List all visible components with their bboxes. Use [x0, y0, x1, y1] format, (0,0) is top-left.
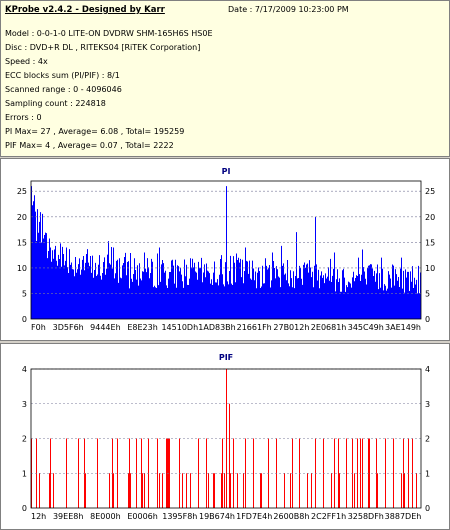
range-line: Scanned range : 0 - 4096046	[5, 85, 122, 94]
speed-line: Speed : 4x	[5, 57, 48, 66]
pi-summary-line: PI Max= 27 , Average= 6.08 , Total= 1952…	[5, 127, 185, 136]
x-tick-label: 39EE8h	[53, 512, 83, 521]
plot-frame	[30, 368, 422, 509]
x-tick-label: 1AD83Bh	[198, 323, 235, 332]
y-tick-label-right: 0	[425, 315, 430, 324]
y-tick-label-right: 3	[425, 400, 430, 409]
x-tick-label: 14510Dh	[161, 323, 198, 332]
y-tick-label-right: 0	[425, 504, 430, 513]
pi-chart: PI 0 0 5 5 10 10 15 15 20 20 25 25 F0h 3D5F6h 9444Eh E8E…	[17, 167, 435, 332]
errors-line: Errors : 0	[5, 113, 42, 122]
x-tick-label: 1FD7E4h	[236, 512, 272, 521]
y-tick-label: 25	[17, 187, 27, 196]
y-tick-label: 1	[22, 469, 27, 478]
x-tick-label: 2E0681h	[311, 323, 347, 332]
pif-summary-line: PIF Max= 4 , Average= 0.07 , Total= 2222	[5, 141, 174, 150]
pi-chart-panel: PI 0 0 5 5 10 10 15 15 20 20 25 25 F0h 3D5F6h 9444Eh E8E…	[0, 158, 450, 341]
x-tick-label: 345C49h	[348, 323, 384, 332]
y-tick-label-right: 5	[425, 289, 430, 298]
x-tick-label: 3887DEh	[385, 512, 422, 521]
data-bars	[31, 186, 421, 319]
y-tick-label-right: 20	[425, 213, 435, 222]
ecc-line: ECC blocks sum (PI/PIF) : 8/1	[5, 71, 120, 80]
x-tick-label: 12h	[31, 512, 46, 521]
pif-chart: PIF 0 0 1 1 2 2 3 3 4 4 12h 39EE8h 8E000h E0006h 1395F8…	[22, 353, 430, 521]
app-title: KProbe v2.4.2 - Designed by Karr	[5, 5, 165, 15]
y-tick-label: 0	[22, 504, 27, 513]
y-tick-label: 20	[17, 213, 27, 222]
plot-frame	[30, 180, 422, 320]
x-tick-label: 27B012h	[273, 323, 309, 332]
y-tick-label: 4	[22, 365, 27, 374]
y-tick-label-right: 2	[425, 435, 430, 444]
x-tick-label: 2C2FF1h	[311, 512, 346, 521]
y-tick-label-right: 4	[425, 365, 430, 374]
pif-chart-panel: PIF 0 0 1 1 2 2 3 3 4 4 12h 39EE8h 8E000h E0006h 1395F8…	[0, 343, 450, 530]
y-tick-label-right: 15	[425, 238, 435, 247]
chart-title: PI	[222, 167, 231, 176]
x-tick-label: 2600B8h	[273, 512, 309, 521]
x-tick-label: E8E23h	[127, 323, 157, 332]
x-tick-label: 8E000h	[90, 512, 120, 521]
x-tick-label: 3AE149h	[385, 323, 421, 332]
chart-title: PIF	[219, 353, 233, 362]
x-tick-label: 9444Eh	[90, 323, 120, 332]
y-tick-label-right: 10	[425, 264, 435, 273]
y-tick-label: 15	[17, 238, 27, 247]
x-tick-label: 19B674h	[199, 512, 235, 521]
y-tick-label: 5	[22, 289, 27, 298]
y-tick-label-right: 1	[425, 469, 430, 478]
disc-info-panel: KProbe v2.4.2 - Designed by Karr Date : …	[0, 0, 450, 157]
y-tick-label: 2	[22, 435, 27, 444]
x-tick-label: 1395F8h	[162, 512, 197, 521]
y-tick-label-right: 25	[425, 187, 435, 196]
model-line: Model : 0-0-1-0 LITE-ON DVDRW SHM-165H6S…	[5, 29, 213, 38]
x-tick-label: 3258DFh	[348, 512, 384, 521]
x-tick-label: F0h	[31, 323, 46, 332]
y-tick-label: 0	[22, 315, 27, 324]
disc-line: Disc : DVD+R DL , RITEKS04 [RiTEK Corpor…	[5, 43, 201, 52]
x-tick-label: E0006h	[127, 512, 157, 521]
y-tick-label: 10	[17, 264, 27, 273]
sampling-line: Sampling count : 224818	[5, 99, 106, 108]
x-tick-label: 3D5F6h	[53, 323, 84, 332]
y-tick-label: 3	[22, 400, 27, 409]
x-tick-label: 21661Fh	[237, 323, 272, 332]
scan-date: Date : 7/17/2009 10:23:00 PM	[228, 5, 349, 14]
